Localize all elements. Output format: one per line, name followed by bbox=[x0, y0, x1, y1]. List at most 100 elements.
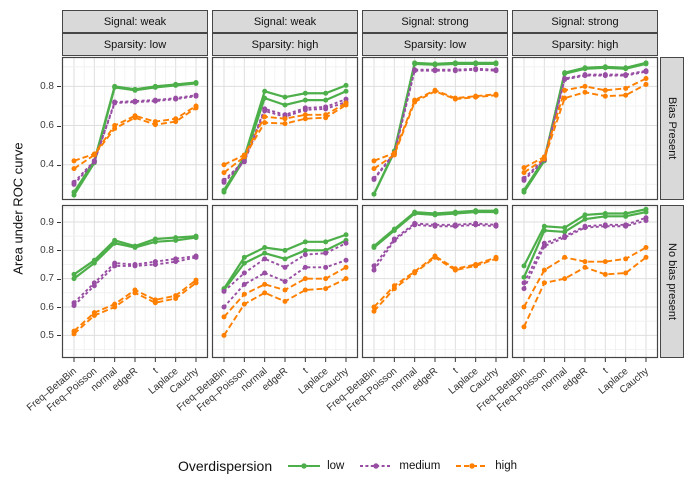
data-point-low bbox=[343, 82, 349, 88]
data-point-low bbox=[371, 245, 377, 250]
data-point-high bbox=[343, 276, 349, 282]
data-point-medium bbox=[302, 107, 308, 113]
data-point-high bbox=[323, 286, 329, 292]
data-point-medium bbox=[132, 99, 138, 105]
data-point-low bbox=[562, 229, 568, 235]
data-point-low bbox=[541, 228, 547, 233]
data-point-high bbox=[521, 165, 527, 171]
data-point-low bbox=[343, 88, 349, 94]
data-point-low bbox=[643, 209, 649, 215]
data-point-medium bbox=[323, 250, 329, 256]
data-point-high bbox=[432, 254, 438, 260]
data-point-high bbox=[602, 271, 608, 277]
data-point-high bbox=[473, 263, 479, 269]
data-point-medium bbox=[432, 68, 438, 74]
data-point-high bbox=[262, 114, 268, 120]
y-tick-label: 0.5 bbox=[40, 329, 54, 341]
data-point-high bbox=[562, 254, 568, 260]
data-point-high bbox=[343, 264, 349, 270]
data-point-medium bbox=[582, 73, 588, 79]
data-point-medium bbox=[521, 177, 527, 183]
data-point-medium bbox=[193, 254, 199, 260]
data-point-low bbox=[173, 82, 179, 88]
data-point-low bbox=[323, 90, 329, 96]
data-point-low bbox=[643, 61, 649, 67]
data-point-low bbox=[302, 97, 308, 103]
data-point-high bbox=[643, 245, 649, 250]
data-point-high bbox=[221, 314, 227, 320]
data-point-high bbox=[323, 276, 329, 282]
data-point-high bbox=[302, 276, 308, 282]
strip-sparsity: Sparsity: low bbox=[362, 33, 508, 56]
data-point-high bbox=[221, 332, 227, 338]
data-point-medium bbox=[241, 159, 247, 165]
data-point-medium bbox=[193, 93, 199, 99]
y-tick-label: 0.8 bbox=[40, 80, 54, 92]
data-point-low bbox=[112, 84, 118, 90]
low-key-icon bbox=[288, 463, 321, 469]
facet-column: Signal: weak Sparsity: low Freq–BetaBin Fre… bbox=[25, 0, 209, 460]
high-key-icon bbox=[456, 463, 489, 469]
legend-label: medium bbox=[399, 460, 441, 472]
data-point-low bbox=[262, 95, 268, 101]
data-point-high bbox=[282, 116, 288, 122]
data-point-high bbox=[91, 313, 97, 318]
strip-sparsity: Sparsity: high bbox=[512, 33, 658, 56]
data-point-medium bbox=[173, 96, 179, 102]
data-point-medium bbox=[343, 257, 349, 263]
data-point-high bbox=[173, 296, 179, 301]
data-point-medium bbox=[152, 98, 158, 104]
y-tick-mark bbox=[57, 86, 61, 88]
facet-panel-r0-c3 bbox=[511, 56, 659, 201]
data-point-medium bbox=[521, 286, 527, 292]
data-point-high bbox=[302, 116, 308, 122]
data-point-high bbox=[582, 89, 588, 95]
data-point-medium bbox=[302, 264, 308, 270]
data-point-high bbox=[302, 112, 308, 118]
data-point-high bbox=[391, 286, 397, 292]
data-point-low bbox=[521, 263, 527, 269]
data-point-low bbox=[432, 62, 438, 68]
data-point-low bbox=[282, 256, 288, 262]
data-point-medium bbox=[91, 159, 97, 165]
data-point-medium bbox=[71, 303, 77, 309]
data-point-medium bbox=[302, 252, 308, 258]
data-point-high bbox=[562, 87, 568, 93]
data-point-high bbox=[643, 76, 649, 82]
data-point-high bbox=[221, 170, 227, 176]
legend-entries: low medium high bbox=[286, 459, 517, 473]
data-point-high bbox=[412, 99, 418, 105]
data-point-high bbox=[152, 300, 158, 306]
data-point-medium bbox=[221, 288, 227, 294]
data-point-high bbox=[71, 331, 77, 337]
data-point-low bbox=[521, 189, 527, 195]
legend-entry-high: high bbox=[454, 459, 517, 473]
data-point-medium bbox=[262, 108, 268, 114]
data-point-medium bbox=[282, 279, 288, 284]
data-point-medium bbox=[562, 77, 568, 83]
strip-signal: Signal: weak bbox=[212, 10, 358, 33]
data-point-medium bbox=[582, 225, 588, 231]
data-point-low bbox=[602, 65, 608, 71]
strip-signal: Signal: strong bbox=[512, 10, 658, 33]
data-point-high bbox=[173, 119, 179, 125]
data-point-medium bbox=[262, 256, 268, 262]
data-point-medium bbox=[173, 259, 179, 265]
data-point-medium bbox=[623, 223, 629, 229]
data-point-high bbox=[302, 287, 308, 293]
data-point-low bbox=[132, 245, 138, 250]
data-point-medium bbox=[371, 263, 377, 269]
data-point-low bbox=[623, 213, 629, 219]
data-point-low bbox=[562, 71, 568, 77]
y-tick-mark bbox=[57, 335, 61, 337]
data-point-low bbox=[152, 239, 158, 245]
legend-label: low bbox=[327, 460, 345, 472]
data-point-high bbox=[132, 115, 138, 121]
data-point-high bbox=[432, 88, 438, 94]
data-point-medium bbox=[643, 69, 649, 75]
y-tick-label: 0.4 bbox=[40, 159, 54, 171]
data-point-high bbox=[391, 152, 397, 158]
facet-column: Signal: weak Sparsity: high Freq–BetaBin Fr… bbox=[175, 0, 359, 460]
